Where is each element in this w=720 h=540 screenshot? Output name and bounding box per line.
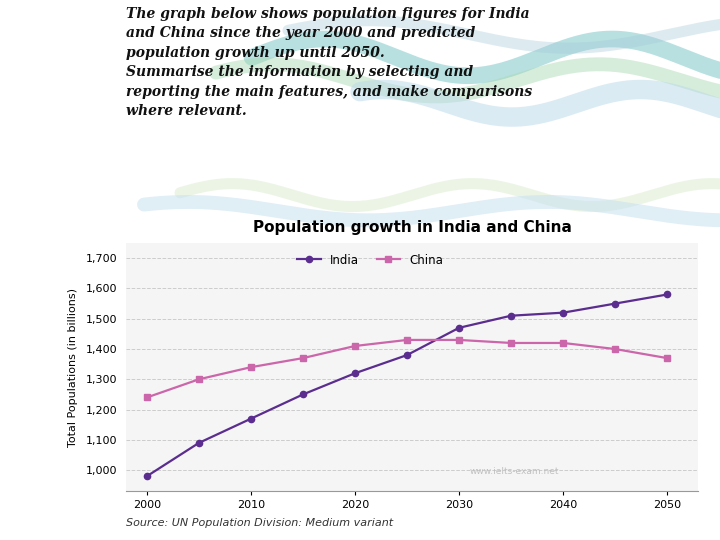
Text: Source: UN Population Division: Medium variant: Source: UN Population Division: Medium v… bbox=[126, 518, 393, 529]
Title: Population growth in India and China: Population growth in India and China bbox=[253, 220, 572, 235]
Legend: India, China: India, China bbox=[292, 249, 449, 271]
Y-axis label: Total Populations (in billions): Total Populations (in billions) bbox=[68, 288, 78, 447]
Text: The graph below shows population figures for India
and China since the year 2000: The graph below shows population figures… bbox=[126, 7, 532, 118]
Text: www.ielts-exam.net: www.ielts-exam.net bbox=[469, 468, 559, 476]
